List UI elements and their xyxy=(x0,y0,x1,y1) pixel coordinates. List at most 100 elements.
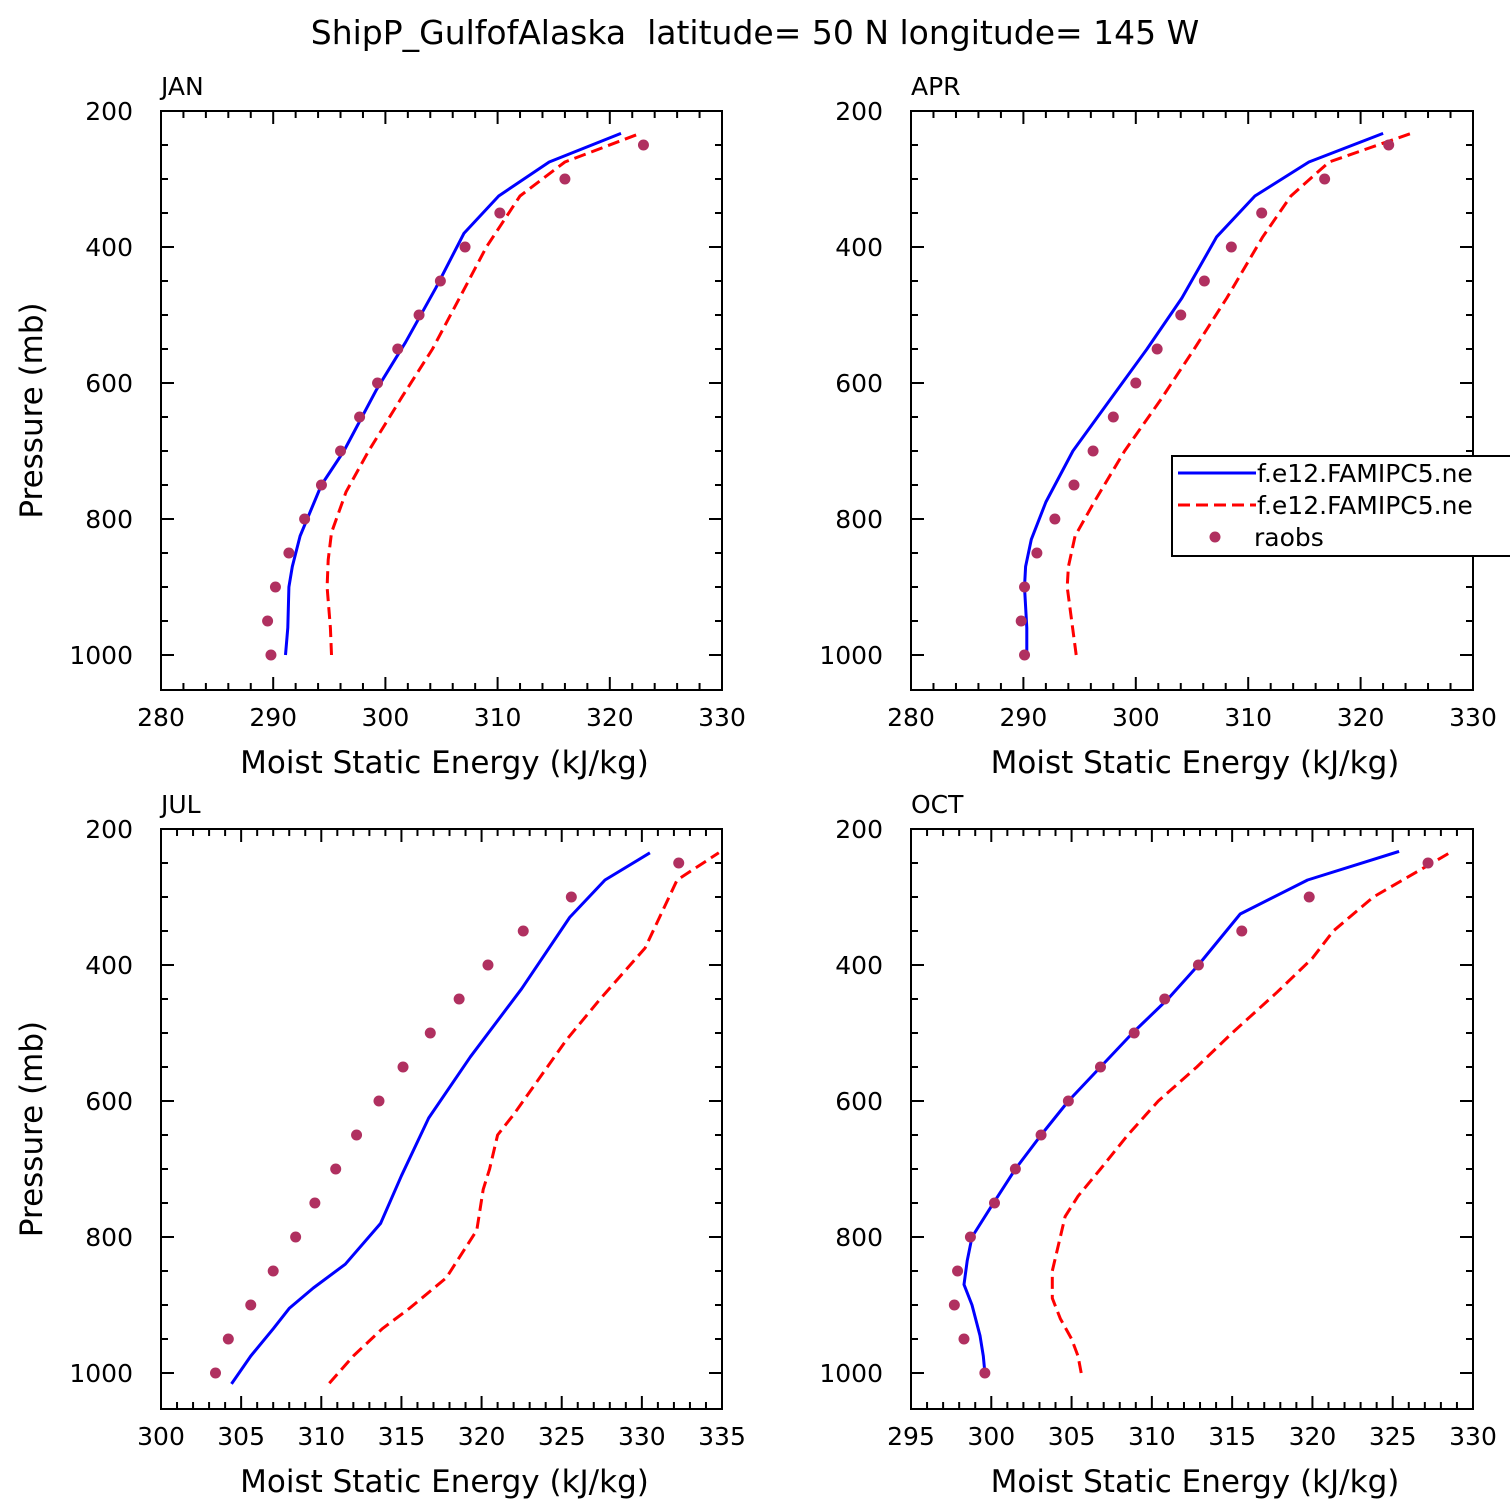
raobs-marker xyxy=(1094,1061,1106,1073)
plot-frame xyxy=(160,828,723,1410)
x-tick-label: 335 xyxy=(698,1422,746,1451)
raobs-marker xyxy=(988,1197,1000,1209)
x-tick-label: 330 xyxy=(618,1422,666,1451)
x-tick-label: 305 xyxy=(217,1422,265,1451)
raobs-marker xyxy=(290,1231,302,1243)
raobs-marker xyxy=(1159,993,1171,1005)
raobs-marker xyxy=(1422,857,1434,869)
x-tick-label: 300 xyxy=(967,1422,1015,1451)
raobs-marker xyxy=(397,1061,409,1073)
panel-title: JAN xyxy=(159,72,204,101)
raobs-marker xyxy=(354,411,366,423)
raobs-marker xyxy=(1130,377,1142,389)
x-tick-label: 325 xyxy=(1369,1422,1417,1451)
raobs-marker xyxy=(1192,959,1204,971)
raobs-marker xyxy=(1303,891,1315,903)
plot-frame xyxy=(910,828,1474,1410)
raobs-marker xyxy=(1087,445,1099,457)
y-tick-label: 800 xyxy=(835,1223,883,1252)
y-tick-label: 400 xyxy=(85,951,133,980)
raobs-marker xyxy=(1151,343,1163,355)
raobs-marker xyxy=(1049,513,1061,525)
raobs-marker xyxy=(1031,547,1043,559)
y-tick-label: 1000 xyxy=(69,1359,133,1388)
raobs-marker xyxy=(372,377,384,389)
raobs-marker xyxy=(245,1299,257,1311)
y-tick-label: 400 xyxy=(835,951,883,980)
x-tick-label: 300 xyxy=(137,1422,185,1451)
raobs-marker xyxy=(269,581,281,593)
x-tick-label: 300 xyxy=(362,703,410,732)
plot-frame xyxy=(160,110,723,691)
y-axis-label: Pressure (mb) xyxy=(14,1021,50,1237)
x-tick-label: 320 xyxy=(458,1422,506,1451)
raobs-marker xyxy=(1068,479,1080,491)
y-tick-label: 800 xyxy=(835,505,883,534)
solid-series-line xyxy=(962,849,1400,1374)
y-tick-label: 200 xyxy=(835,97,883,126)
raobs-marker xyxy=(1107,411,1119,423)
raobs-marker xyxy=(262,615,274,627)
raobs-marker xyxy=(434,275,446,287)
raobs-marker xyxy=(351,1129,363,1141)
raobs-marker xyxy=(1175,309,1187,321)
y-tick-label: 600 xyxy=(85,1087,133,1116)
raobs-marker xyxy=(1198,275,1210,287)
x-tick-label: 310 xyxy=(1128,1422,1176,1451)
panel-jul: 300 305 310 315 320 325 330 335 200 400 600 800 1000… xyxy=(14,790,746,1500)
y-axis-label: Pressure (mb) xyxy=(14,302,50,518)
raobs-marker xyxy=(1019,649,1031,661)
raobs-marker xyxy=(1256,207,1268,219)
y-tick-label: 800 xyxy=(85,1223,133,1252)
raobs-marker xyxy=(459,241,471,253)
raobs-marker xyxy=(373,1095,385,1107)
x-tick-label: 320 xyxy=(1289,1422,1337,1451)
raobs-marker xyxy=(964,1231,976,1243)
y-tick-label: 1000 xyxy=(819,1359,883,1388)
panel-title: OCT xyxy=(911,790,964,819)
dashed-series-line xyxy=(325,131,641,656)
raobs-marker xyxy=(453,993,465,1005)
y-tick-label: 600 xyxy=(835,1087,883,1116)
raobs-marker xyxy=(209,1367,221,1379)
raobs-marker xyxy=(1035,1129,1047,1141)
raobs-marker xyxy=(299,513,311,525)
y-tick-label: 600 xyxy=(85,369,133,398)
raobs-marker xyxy=(1015,615,1027,627)
legend-entry-label: raobs xyxy=(1254,523,1324,552)
y-tick-label: 400 xyxy=(85,233,133,262)
raobs-marker xyxy=(392,343,404,355)
raobs-marker xyxy=(283,547,295,559)
y-tick-label: 1000 xyxy=(819,641,883,670)
raobs-marker xyxy=(673,857,685,869)
x-tick-label: 310 xyxy=(297,1422,345,1451)
solid-series-line xyxy=(284,132,622,656)
x-tick-label: 290 xyxy=(249,703,297,732)
raobs-marker xyxy=(1319,173,1331,185)
raobs-marker xyxy=(265,649,277,661)
raobs-marker xyxy=(1225,241,1237,253)
dashed-series-line xyxy=(1050,850,1453,1374)
raobs-marker xyxy=(637,139,649,151)
x-tick-label: 330 xyxy=(1449,1422,1497,1451)
x-tick-label: 320 xyxy=(586,703,634,732)
raobs-marker xyxy=(952,1265,964,1277)
figure-title: ShipP_GulfofAlaska latitude= 50 N longit… xyxy=(311,13,1200,52)
raobs-marker xyxy=(559,173,571,185)
y-tick-label: 200 xyxy=(85,815,133,844)
raobs-marker xyxy=(1383,139,1395,151)
x-tick-label: 310 xyxy=(474,703,522,732)
x-tick-label: 280 xyxy=(887,703,935,732)
raobs-marker xyxy=(517,925,529,937)
raobs-marker xyxy=(482,959,494,971)
legend-entry-label: f.e12.FAMIPC5.ne xyxy=(1257,459,1473,488)
raobs-marker xyxy=(267,1265,279,1277)
x-tick-label: 330 xyxy=(698,703,746,732)
panel-title: JUL xyxy=(159,790,201,819)
raobs-marker xyxy=(948,1299,960,1311)
y-tick-label: 1000 xyxy=(69,641,133,670)
x-axis-label: Moist Static Energy (kJ/kg) xyxy=(991,745,1400,781)
x-tick-label: 325 xyxy=(538,1422,586,1451)
panels: 280 290 300 310 320 330 200 400 600 800 1000 JAN Moi… xyxy=(14,72,1497,1500)
